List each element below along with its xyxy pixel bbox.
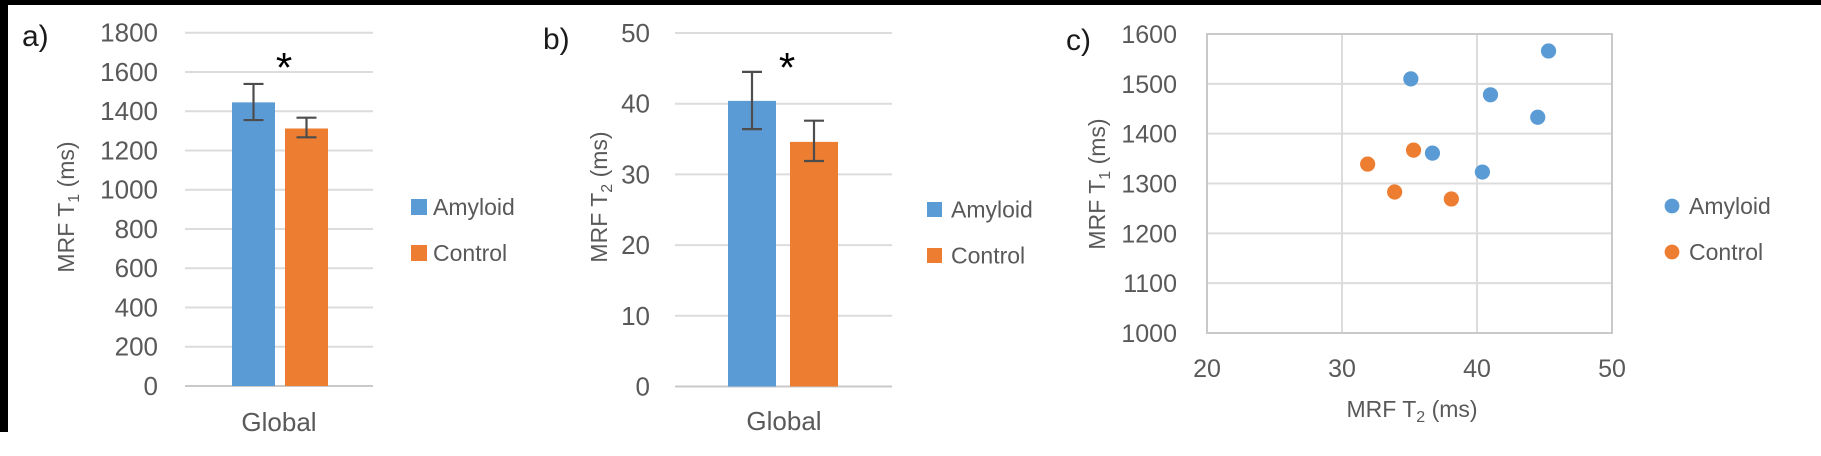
data-point-amyloid bbox=[1424, 145, 1441, 161]
legend-label-amyloid: Amyloid bbox=[433, 194, 515, 220]
y-tick-label: 800 bbox=[115, 214, 158, 244]
bar-control bbox=[790, 141, 838, 387]
legend-label-control: Control bbox=[433, 240, 507, 266]
legend-label-amyloid: Amyloid bbox=[1689, 193, 1771, 219]
significance-asterisk: * bbox=[779, 44, 795, 91]
y-tick-label: 1300 bbox=[1121, 171, 1177, 199]
y-tick-label: 1200 bbox=[1121, 220, 1177, 248]
data-point-amyloid bbox=[1540, 43, 1557, 59]
y-tick-label: 1000 bbox=[1121, 320, 1177, 348]
y-tick-label: 200 bbox=[115, 332, 158, 362]
data-point-amyloid bbox=[1474, 164, 1490, 180]
significance-asterisk: * bbox=[276, 44, 292, 91]
panel-letter: a) bbox=[22, 20, 49, 53]
y-axis-title: MRF T2 (ms) bbox=[586, 131, 616, 262]
bar-amyloid bbox=[232, 102, 275, 387]
x-category-label: Global bbox=[241, 407, 316, 437]
y-axis-title: MRF T1 (ms) bbox=[1084, 118, 1114, 249]
data-point-control bbox=[1405, 142, 1422, 158]
y-tick-label: 1100 bbox=[1123, 270, 1177, 298]
y-tick-label: 30 bbox=[621, 159, 650, 189]
y-tick-label: 50 bbox=[621, 18, 650, 48]
x-tick-label: 40 bbox=[1463, 355, 1491, 383]
scatter-plot-t1-vs-t2: 1000 1100 1200 1300 1400 1500 1600 20 30 40 50 MRF … bbox=[1066, 21, 1771, 426]
plot-border bbox=[1206, 33, 1613, 334]
panel-letter: c) bbox=[1066, 24, 1091, 57]
legend-label-control: Control bbox=[951, 243, 1025, 269]
x-tick-label: 50 bbox=[1598, 355, 1626, 383]
y-tick-label: 1000 bbox=[100, 175, 158, 205]
y-tick-label: 1400 bbox=[100, 96, 158, 126]
y-tick-label: 1800 bbox=[100, 18, 158, 48]
x-tick-label: 20 bbox=[1193, 355, 1221, 383]
y-tick-label: 40 bbox=[621, 89, 650, 119]
legend-swatch-control bbox=[411, 245, 427, 261]
legend-label-amyloid: Amyloid bbox=[951, 197, 1033, 223]
bar-chart-mrf-t2: 0 10 20 30 40 50 * Global MRF T2 (ms) b) Amyloid Co… bbox=[543, 18, 1033, 436]
legend-marker-amyloid bbox=[1664, 198, 1680, 214]
legend-swatch-control bbox=[927, 248, 942, 263]
y-tick-label: 1600 bbox=[100, 57, 158, 87]
y-tick-label: 10 bbox=[621, 301, 650, 331]
data-point-amyloid bbox=[1482, 87, 1499, 103]
y-tick-label: 0 bbox=[636, 372, 650, 402]
y-tick-label: 1600 bbox=[1121, 21, 1177, 49]
y-tick-label: 400 bbox=[115, 292, 158, 322]
data-point-amyloid bbox=[1403, 71, 1419, 87]
y-tick-label: 600 bbox=[115, 253, 158, 283]
y-tick-label: 1500 bbox=[1121, 71, 1177, 99]
left-border-bar bbox=[0, 0, 8, 432]
y-tick-label: 1400 bbox=[1121, 121, 1177, 149]
data-point-control bbox=[1443, 191, 1459, 207]
x-category-label: Global bbox=[746, 406, 821, 436]
x-tick-label: 30 bbox=[1328, 355, 1356, 383]
data-point-control bbox=[1360, 156, 1376, 172]
legend-marker-control bbox=[1664, 244, 1680, 260]
bar-control bbox=[285, 128, 328, 386]
x-axis-title: MRF T2 (ms) bbox=[1346, 396, 1477, 426]
panel-letter: b) bbox=[543, 23, 570, 56]
y-axis-title: MRF T1 (ms) bbox=[53, 141, 83, 272]
bar-chart-mrf-t1: 0 200 400 600 800 1000 1200 1400 1600 1800 * Global… bbox=[22, 18, 515, 437]
data-point-control bbox=[1387, 184, 1403, 200]
data-point-amyloid bbox=[1530, 109, 1546, 125]
y-tick-label: 20 bbox=[621, 230, 650, 260]
y-tick-label: 0 bbox=[144, 371, 158, 401]
legend-swatch-amyloid bbox=[411, 199, 427, 215]
legend-swatch-amyloid bbox=[927, 202, 942, 217]
y-tick-label: 1200 bbox=[100, 135, 158, 165]
legend-label-control: Control bbox=[1689, 239, 1763, 265]
top-border-bar bbox=[0, 0, 1821, 5]
bar-amyloid bbox=[728, 100, 776, 387]
